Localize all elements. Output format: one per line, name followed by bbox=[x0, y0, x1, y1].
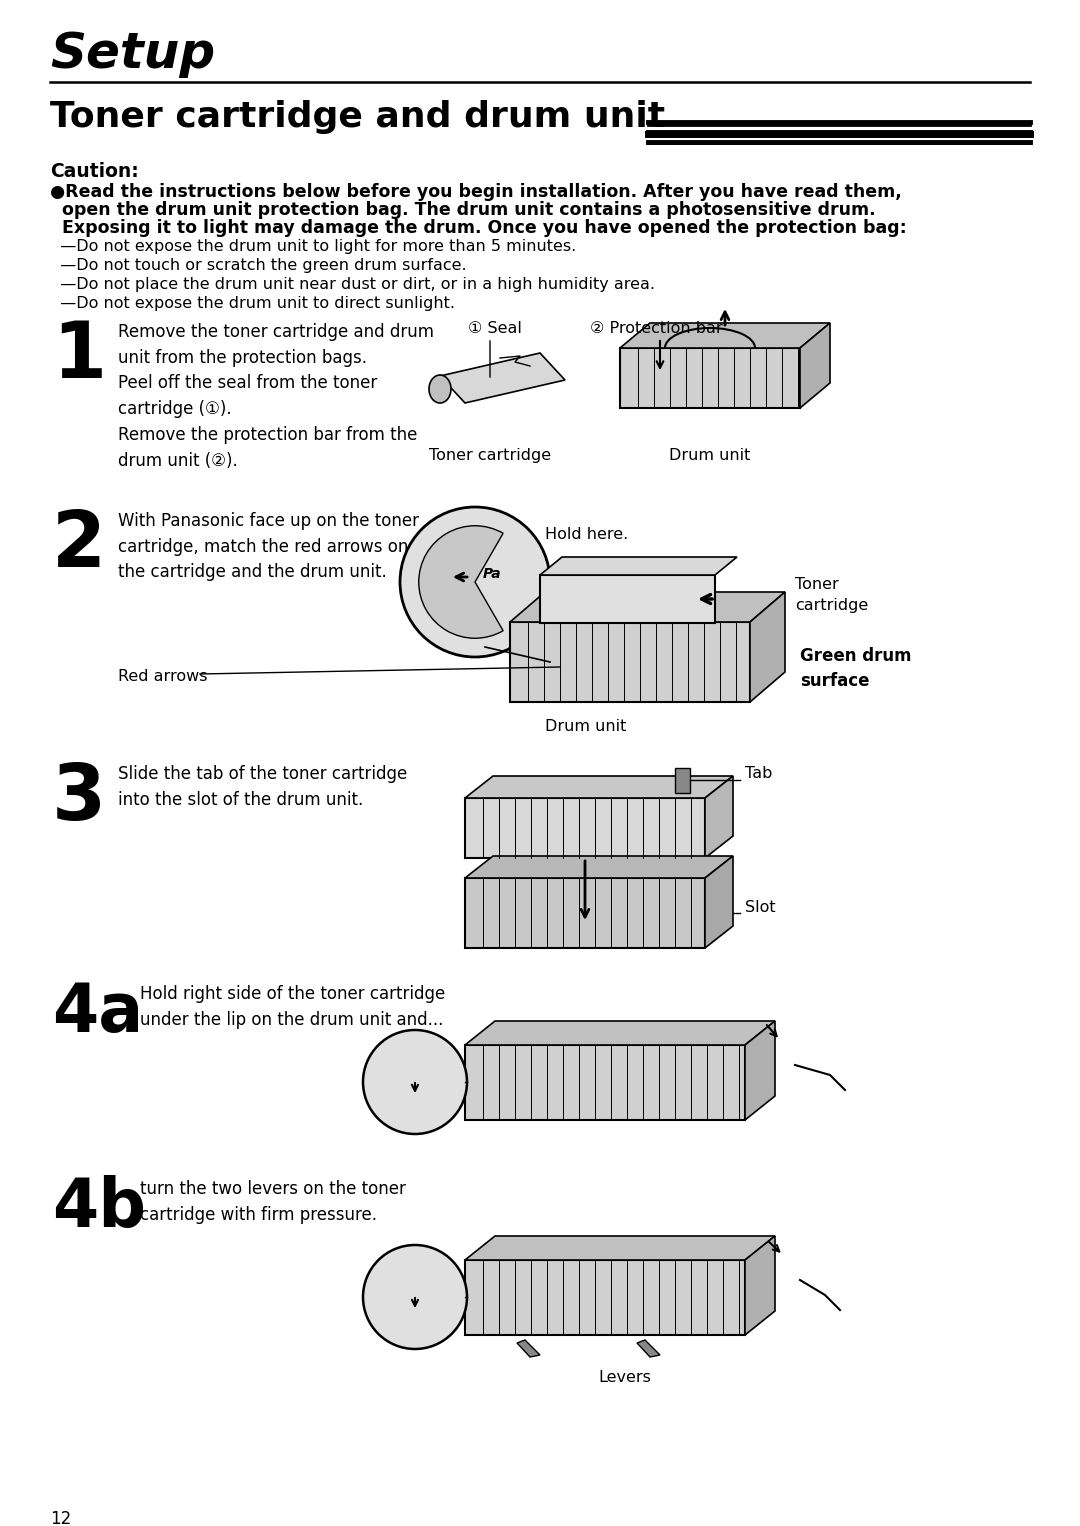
Text: Remove the toner cartridge and drum
unit from the protection bags.
Peel off the : Remove the toner cartridge and drum unit… bbox=[118, 324, 434, 470]
Polygon shape bbox=[800, 324, 831, 407]
Bar bbox=[540, 575, 715, 623]
Text: Toner cartridge: Toner cartridge bbox=[429, 449, 551, 462]
Text: Pa: Pa bbox=[483, 568, 501, 581]
Bar bbox=[620, 348, 800, 407]
Text: turn the two levers on the toner
cartridge with firm pressure.: turn the two levers on the toner cartrid… bbox=[140, 1180, 406, 1224]
Text: ●Read the instructions below before you begin installation. After you have read : ●Read the instructions below before you … bbox=[50, 183, 902, 201]
Polygon shape bbox=[620, 324, 831, 348]
Polygon shape bbox=[745, 1021, 775, 1120]
Text: open the drum unit protection bag. The drum unit contains a photosensitive drum.: open the drum unit protection bag. The d… bbox=[50, 201, 876, 220]
Text: Tab: Tab bbox=[745, 766, 772, 780]
Text: 12: 12 bbox=[50, 1511, 71, 1526]
Circle shape bbox=[400, 507, 550, 658]
Text: Drum unit: Drum unit bbox=[670, 449, 751, 462]
Text: Hold here.: Hold here. bbox=[545, 526, 629, 542]
Text: With Panasonic face up on the toner
cartridge, match the red arrows on
the cartr: With Panasonic face up on the toner cart… bbox=[118, 513, 419, 581]
Text: —Do not touch or scratch the green drum surface.: —Do not touch or scratch the green drum … bbox=[50, 258, 467, 273]
Text: Slide the tab of the toner cartridge
into the slot of the drum unit.: Slide the tab of the toner cartridge int… bbox=[118, 765, 407, 809]
Circle shape bbox=[363, 1245, 467, 1349]
Text: 4b: 4b bbox=[52, 1175, 146, 1241]
Bar bbox=[465, 798, 705, 858]
Text: 4a: 4a bbox=[52, 980, 144, 1045]
Polygon shape bbox=[465, 856, 733, 877]
Text: Hold right side of the toner cartridge
under the lip on the drum unit and...: Hold right side of the toner cartridge u… bbox=[140, 984, 445, 1029]
Ellipse shape bbox=[429, 375, 451, 403]
Text: Red arrows: Red arrows bbox=[118, 668, 207, 684]
Bar bbox=[465, 1045, 745, 1120]
Polygon shape bbox=[465, 1021, 775, 1045]
Text: —Do not expose the drum unit to light for more than 5 minutes.: —Do not expose the drum unit to light fo… bbox=[50, 240, 577, 253]
Text: Setup: Setup bbox=[50, 31, 215, 78]
Text: Green drum
surface: Green drum surface bbox=[800, 647, 912, 690]
Text: 3: 3 bbox=[52, 760, 106, 836]
Text: —Do not expose the drum unit to direct sunlight.: —Do not expose the drum unit to direct s… bbox=[50, 296, 455, 311]
Polygon shape bbox=[465, 777, 733, 798]
Wedge shape bbox=[419, 526, 503, 638]
Bar bbox=[510, 623, 750, 702]
Polygon shape bbox=[440, 353, 565, 403]
Text: ② Protection bar: ② Protection bar bbox=[590, 320, 723, 336]
Polygon shape bbox=[510, 592, 785, 623]
Text: 2: 2 bbox=[52, 507, 106, 583]
Text: Caution:: Caution: bbox=[50, 162, 138, 182]
Text: Drum unit: Drum unit bbox=[545, 719, 626, 734]
Polygon shape bbox=[540, 557, 737, 575]
Polygon shape bbox=[465, 1236, 775, 1260]
Polygon shape bbox=[517, 1340, 540, 1357]
Text: Toner
cartridge: Toner cartridge bbox=[795, 577, 868, 613]
Text: ① Seal: ① Seal bbox=[468, 320, 522, 336]
Text: Slot: Slot bbox=[745, 900, 775, 916]
Text: Levers: Levers bbox=[598, 1370, 651, 1386]
Polygon shape bbox=[705, 856, 733, 948]
Circle shape bbox=[363, 1030, 467, 1134]
Polygon shape bbox=[750, 592, 785, 702]
Bar bbox=[465, 877, 705, 948]
Polygon shape bbox=[675, 768, 690, 794]
Text: Exposing it to light may damage the drum. Once you have opened the protection ba: Exposing it to light may damage the drum… bbox=[50, 220, 907, 237]
Text: Toner cartridge and drum unit: Toner cartridge and drum unit bbox=[50, 101, 665, 134]
Text: —Do not place the drum unit near dust or dirt, or in a high humidity area.: —Do not place the drum unit near dust or… bbox=[50, 278, 654, 291]
Polygon shape bbox=[705, 777, 733, 858]
Polygon shape bbox=[637, 1340, 660, 1357]
Text: 1: 1 bbox=[52, 317, 106, 394]
Bar bbox=[465, 1260, 745, 1335]
Polygon shape bbox=[745, 1236, 775, 1335]
